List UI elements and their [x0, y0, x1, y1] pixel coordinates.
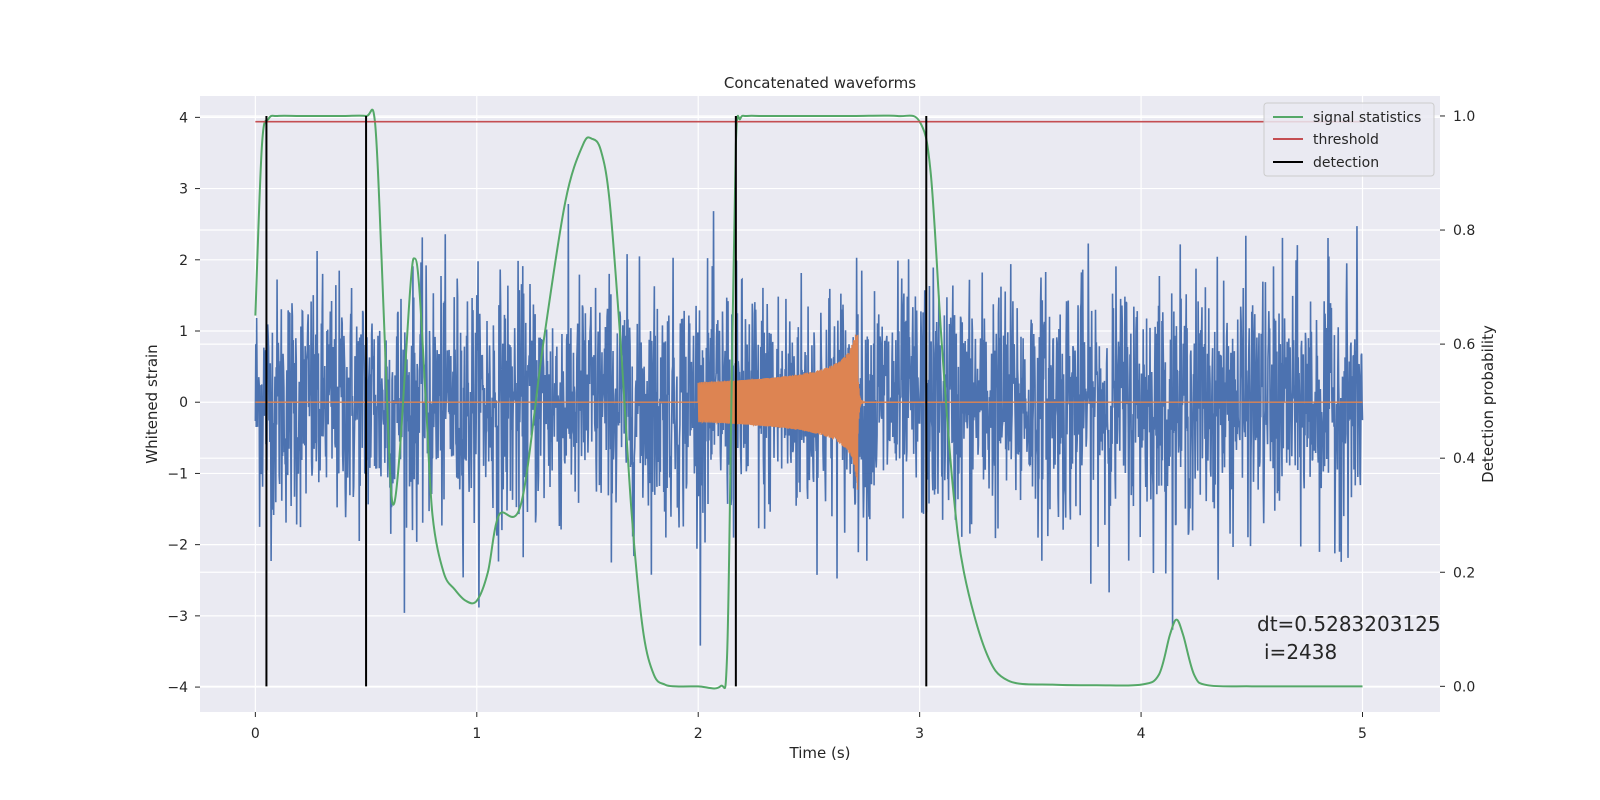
y-axis-title: Whitened strain	[143, 344, 161, 463]
plot-content	[254, 108, 1364, 690]
y2-tick-label: 1.0	[1453, 109, 1475, 125]
y2-axis-ticks: 0.0 0.2 0.4 0.6 0.8 1.0	[1440, 109, 1475, 695]
y-axis-ticks: −4 −3 −2 −1 0 1 2 3 4	[167, 110, 200, 696]
legend-label-threshold: threshold	[1313, 132, 1379, 148]
y2-tick-label: 0.8	[1453, 223, 1475, 239]
detection-lines	[265, 115, 928, 687]
x-axis-ticks: 0 1 2 3 4 5	[251, 712, 1367, 742]
chart-title: Concatenated waveforms	[724, 74, 916, 92]
y-tick-label: −3	[167, 609, 188, 625]
x-tick-label: 3	[915, 726, 924, 742]
chirp-series-line	[255, 334, 1363, 490]
annotation-i: i=2438	[1264, 640, 1337, 664]
y2-axis-title: Detection probability	[1479, 325, 1497, 483]
legend-label-signal-statistics: signal statistics	[1313, 110, 1421, 126]
y-tick-label: −2	[167, 538, 188, 554]
y-tick-label: −4	[167, 680, 188, 696]
y-tick-label: 3	[179, 182, 188, 198]
y2-tick-label: 0.4	[1453, 451, 1475, 467]
y2-tick-label: 0.0	[1453, 679, 1475, 695]
y-tick-label: −1	[167, 466, 188, 482]
legend: signal statistics threshold detection	[1263, 102, 1435, 177]
y-tick-label: 0	[179, 395, 188, 411]
x-tick-label: 1	[472, 726, 481, 742]
y2-tick-label: 0.2	[1453, 565, 1475, 581]
annotation-dt: dt=0.5283203125	[1257, 612, 1441, 636]
legend-label-detection: detection	[1313, 155, 1379, 171]
x-tick-label: 5	[1358, 726, 1367, 742]
x-tick-label: 0	[251, 726, 260, 742]
y-tick-label: 2	[179, 253, 188, 269]
x-tick-label: 2	[694, 726, 703, 742]
signal-statistics-line	[254, 108, 1363, 690]
x-tick-label: 4	[1137, 726, 1146, 742]
x-axis-title: Time (s)	[789, 744, 851, 762]
y2-tick-label: 0.6	[1453, 337, 1475, 353]
y-tick-label: 4	[179, 110, 188, 126]
legend-box	[1263, 102, 1435, 177]
y-tick-label: 1	[179, 324, 188, 340]
